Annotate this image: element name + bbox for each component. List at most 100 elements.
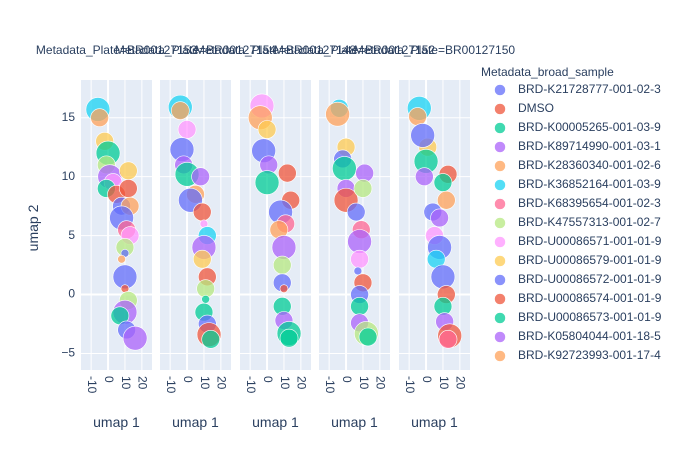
facet-title: Metadata_Plate=BR00127148: [195, 43, 356, 57]
legend-item[interactable]: BRD-K28360340-001-02-6: [494, 158, 662, 172]
legend-marker: [494, 179, 506, 191]
data-point: [358, 327, 378, 347]
data-point: [201, 294, 210, 304]
legend-marker: [494, 350, 506, 362]
legend-item[interactable]: DMSO: [494, 101, 555, 115]
data-point: [437, 190, 456, 210]
data-point: [279, 284, 289, 293]
legend-label: BRD-K92723993-001-17-4: [518, 348, 661, 362]
data-point: [272, 255, 292, 275]
legend-item[interactable]: BRD-K47557313-001-02-7: [494, 215, 662, 229]
data-point: [196, 279, 215, 298]
legend-item[interactable]: BRD-K05804044-001-18-5: [494, 329, 662, 343]
data-point: [346, 202, 366, 222]
legend-item[interactable]: BRD-U00086579-001-01-9: [494, 253, 662, 267]
legend-marker: [494, 217, 506, 229]
legend-item[interactable]: BRD-U00086571-001-01-9: [494, 234, 662, 248]
legend-title: Metadata_broad_sample: [481, 65, 614, 79]
legend-marker: [494, 312, 506, 324]
legend-marker: [494, 103, 506, 115]
x-tick-label: -10: [85, 376, 99, 394]
facet-title: Metadata_Plate=BR00127152: [274, 43, 435, 57]
points-layer: [85, 97, 148, 351]
legend-item[interactable]: BRD-U00086574-001-01-9: [494, 291, 662, 305]
legend-item[interactable]: BRD-K89714990-001-03-1: [494, 139, 662, 153]
facet-title: Metadata_Plate=BR00127153: [36, 43, 197, 57]
data-point: [415, 167, 434, 186]
legend-label: BRD-U00086572-001-01-9: [518, 272, 662, 286]
legend-marker: [494, 255, 506, 267]
legend-label: BRD-K89714990-001-03-1: [518, 139, 661, 153]
legend-item[interactable]: BRD-U00086573-001-01-9: [494, 310, 662, 324]
data-point: [257, 120, 277, 139]
x-tick-label: 20: [136, 376, 150, 390]
data-point: [192, 202, 212, 222]
data-point: [117, 254, 126, 264]
data-point: [119, 179, 138, 198]
y-tick-label: 15: [62, 110, 76, 124]
data-point: [170, 101, 190, 120]
legend-label: BRD-U00086573-001-01-9: [518, 310, 662, 324]
facet-title: Metadata_Plate=BR00127150: [354, 43, 515, 57]
facet-title: Metadata_Plate=BR00127154: [115, 43, 276, 57]
x-tick-label: -10: [244, 376, 258, 394]
x-tick-label: 10: [437, 376, 451, 390]
x-tick-label: -10: [323, 376, 337, 394]
legend-label: BRD-K00005265-001-03-9: [518, 120, 661, 134]
data-point: [433, 173, 453, 192]
x-tick-label: 0: [181, 376, 195, 383]
legend-item[interactable]: BRD-K68395654-001-02-3: [494, 196, 662, 210]
data-point: [410, 123, 435, 148]
x-axis-title: umap 1: [172, 414, 219, 430]
data-point: [332, 156, 357, 181]
data-point: [191, 167, 210, 186]
legend-marker: [494, 198, 506, 210]
legend-marker: [494, 236, 506, 248]
x-axis-title: umap 1: [252, 414, 299, 430]
legend-marker: [494, 274, 506, 286]
legend-item[interactable]: BRD-K92723993-001-17-4: [494, 348, 662, 362]
data-point: [90, 108, 109, 128]
data-point: [192, 249, 212, 269]
x-tick-label: 10: [278, 376, 292, 390]
x-tick-label: 10: [198, 376, 212, 390]
data-point: [438, 330, 458, 349]
legend-item[interactable]: BRD-K36852164-001-03-9: [494, 177, 662, 191]
legend-label: BRD-K28360340-001-02-6: [518, 158, 661, 172]
legend-item[interactable]: BRD-K21728777-001-02-3: [494, 82, 662, 96]
points-layer: [325, 98, 379, 347]
data-point: [350, 249, 369, 269]
x-tick-label: 0: [102, 376, 116, 383]
legend-marker: [494, 331, 506, 343]
data-point: [353, 179, 373, 198]
legend-marker: [494, 84, 506, 96]
points-layer: [247, 93, 302, 348]
legend-label: BRD-K47557313-001-02-7: [518, 215, 661, 229]
legend-label: BRD-U00086579-001-01-9: [518, 253, 662, 267]
legend-label: BRD-U00086571-001-01-9: [518, 234, 662, 248]
x-tick-label: 20: [215, 376, 229, 390]
x-tick-label: 20: [374, 376, 388, 390]
x-tick-label: -10: [164, 376, 178, 394]
facet-panel: -10 0 10 20 umap 1 Metadata_Plate=BR00127152: [274, 43, 435, 430]
legend-label: BRD-K05804044-001-18-5: [518, 329, 661, 343]
x-axis-title: umap 1: [411, 414, 458, 430]
x-axis-title: umap 1: [331, 414, 378, 430]
y-tick-label: 0: [68, 287, 75, 301]
y-tick-label: −5: [61, 346, 75, 360]
data-point: [408, 107, 427, 126]
legend-label: BRD-K36852164-001-03-9: [518, 177, 661, 191]
legend-item[interactable]: BRD-K00005265-001-03-9: [494, 120, 662, 134]
data-point: [279, 328, 299, 348]
data-point: [177, 120, 197, 139]
data-point: [350, 297, 369, 316]
legend: Metadata_broad_sample BRD-K21728777-001-0…: [481, 65, 662, 362]
legend-item[interactable]: BRD-U00086572-001-01-9: [494, 272, 662, 286]
legend-label: DMSO: [518, 101, 554, 115]
plot-background: [160, 80, 231, 370]
x-tick-label: 0: [340, 376, 354, 383]
data-point: [430, 264, 456, 290]
